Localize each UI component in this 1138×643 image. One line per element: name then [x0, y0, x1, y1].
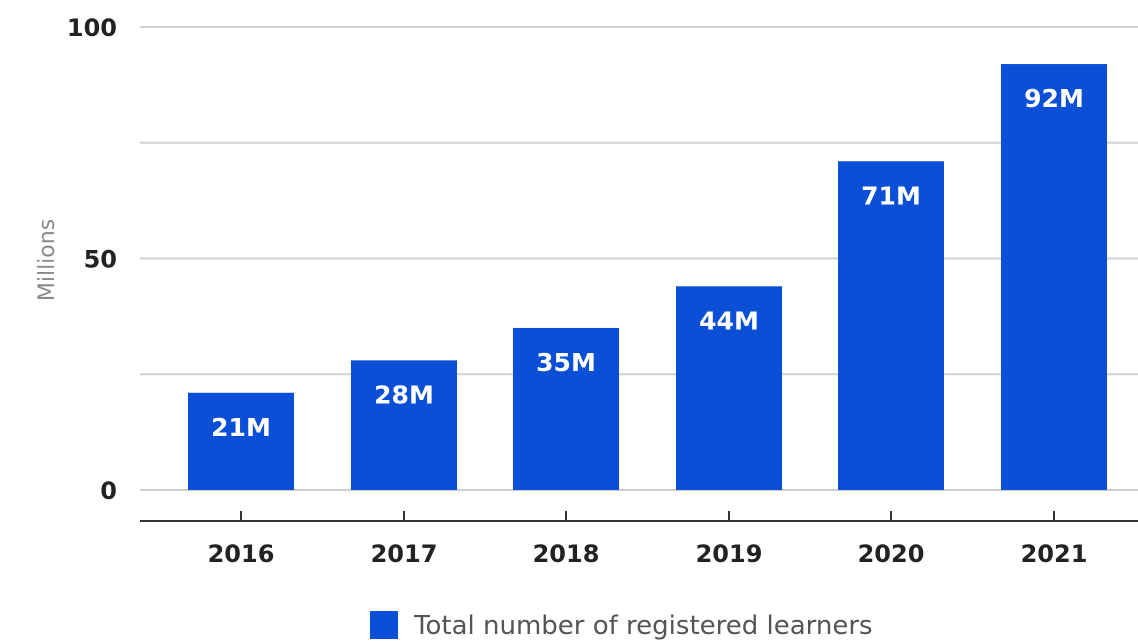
- x-tick-labels: 2016 2017 2018 2019 2020 2021: [208, 540, 1088, 568]
- data-label: 35M: [536, 348, 596, 377]
- legend-label: Total number of registered learners: [413, 611, 873, 641]
- y-tick-label: 50: [84, 246, 117, 274]
- data-label: 21M: [211, 413, 271, 442]
- legend-swatch: [370, 611, 398, 639]
- bar-2019: [676, 286, 782, 490]
- data-label: 44M: [699, 306, 759, 335]
- y-tick-labels: 0 50 100: [67, 14, 117, 505]
- data-label: 71M: [861, 181, 921, 210]
- x-tick-label: 2020: [858, 540, 925, 568]
- x-tick-label: 2016: [208, 540, 275, 568]
- x-tick-label: 2019: [696, 540, 763, 568]
- x-tick-label: 2017: [371, 540, 438, 568]
- legend: Total number of registered learners: [370, 611, 873, 641]
- x-tick-label: 2021: [1021, 540, 1088, 568]
- bar-2021: [1001, 64, 1107, 490]
- bar-2016: [188, 392, 294, 490]
- data-label: 92M: [1024, 84, 1084, 113]
- x-axis-ticks: [240, 511, 1055, 521]
- bars: 21M 28M 35M 44M 71M 92M: [188, 64, 1107, 490]
- y-tick-label: 0: [100, 477, 117, 505]
- bar-2020: [838, 161, 944, 490]
- data-label: 28M: [374, 380, 434, 409]
- bar-2018: [513, 327, 619, 490]
- y-tick-label: 100: [67, 14, 117, 42]
- gridlines: [140, 26, 1138, 491]
- x-tick-label: 2018: [533, 540, 600, 568]
- bar-2017: [351, 360, 457, 490]
- y-axis-title: Millions: [35, 219, 60, 301]
